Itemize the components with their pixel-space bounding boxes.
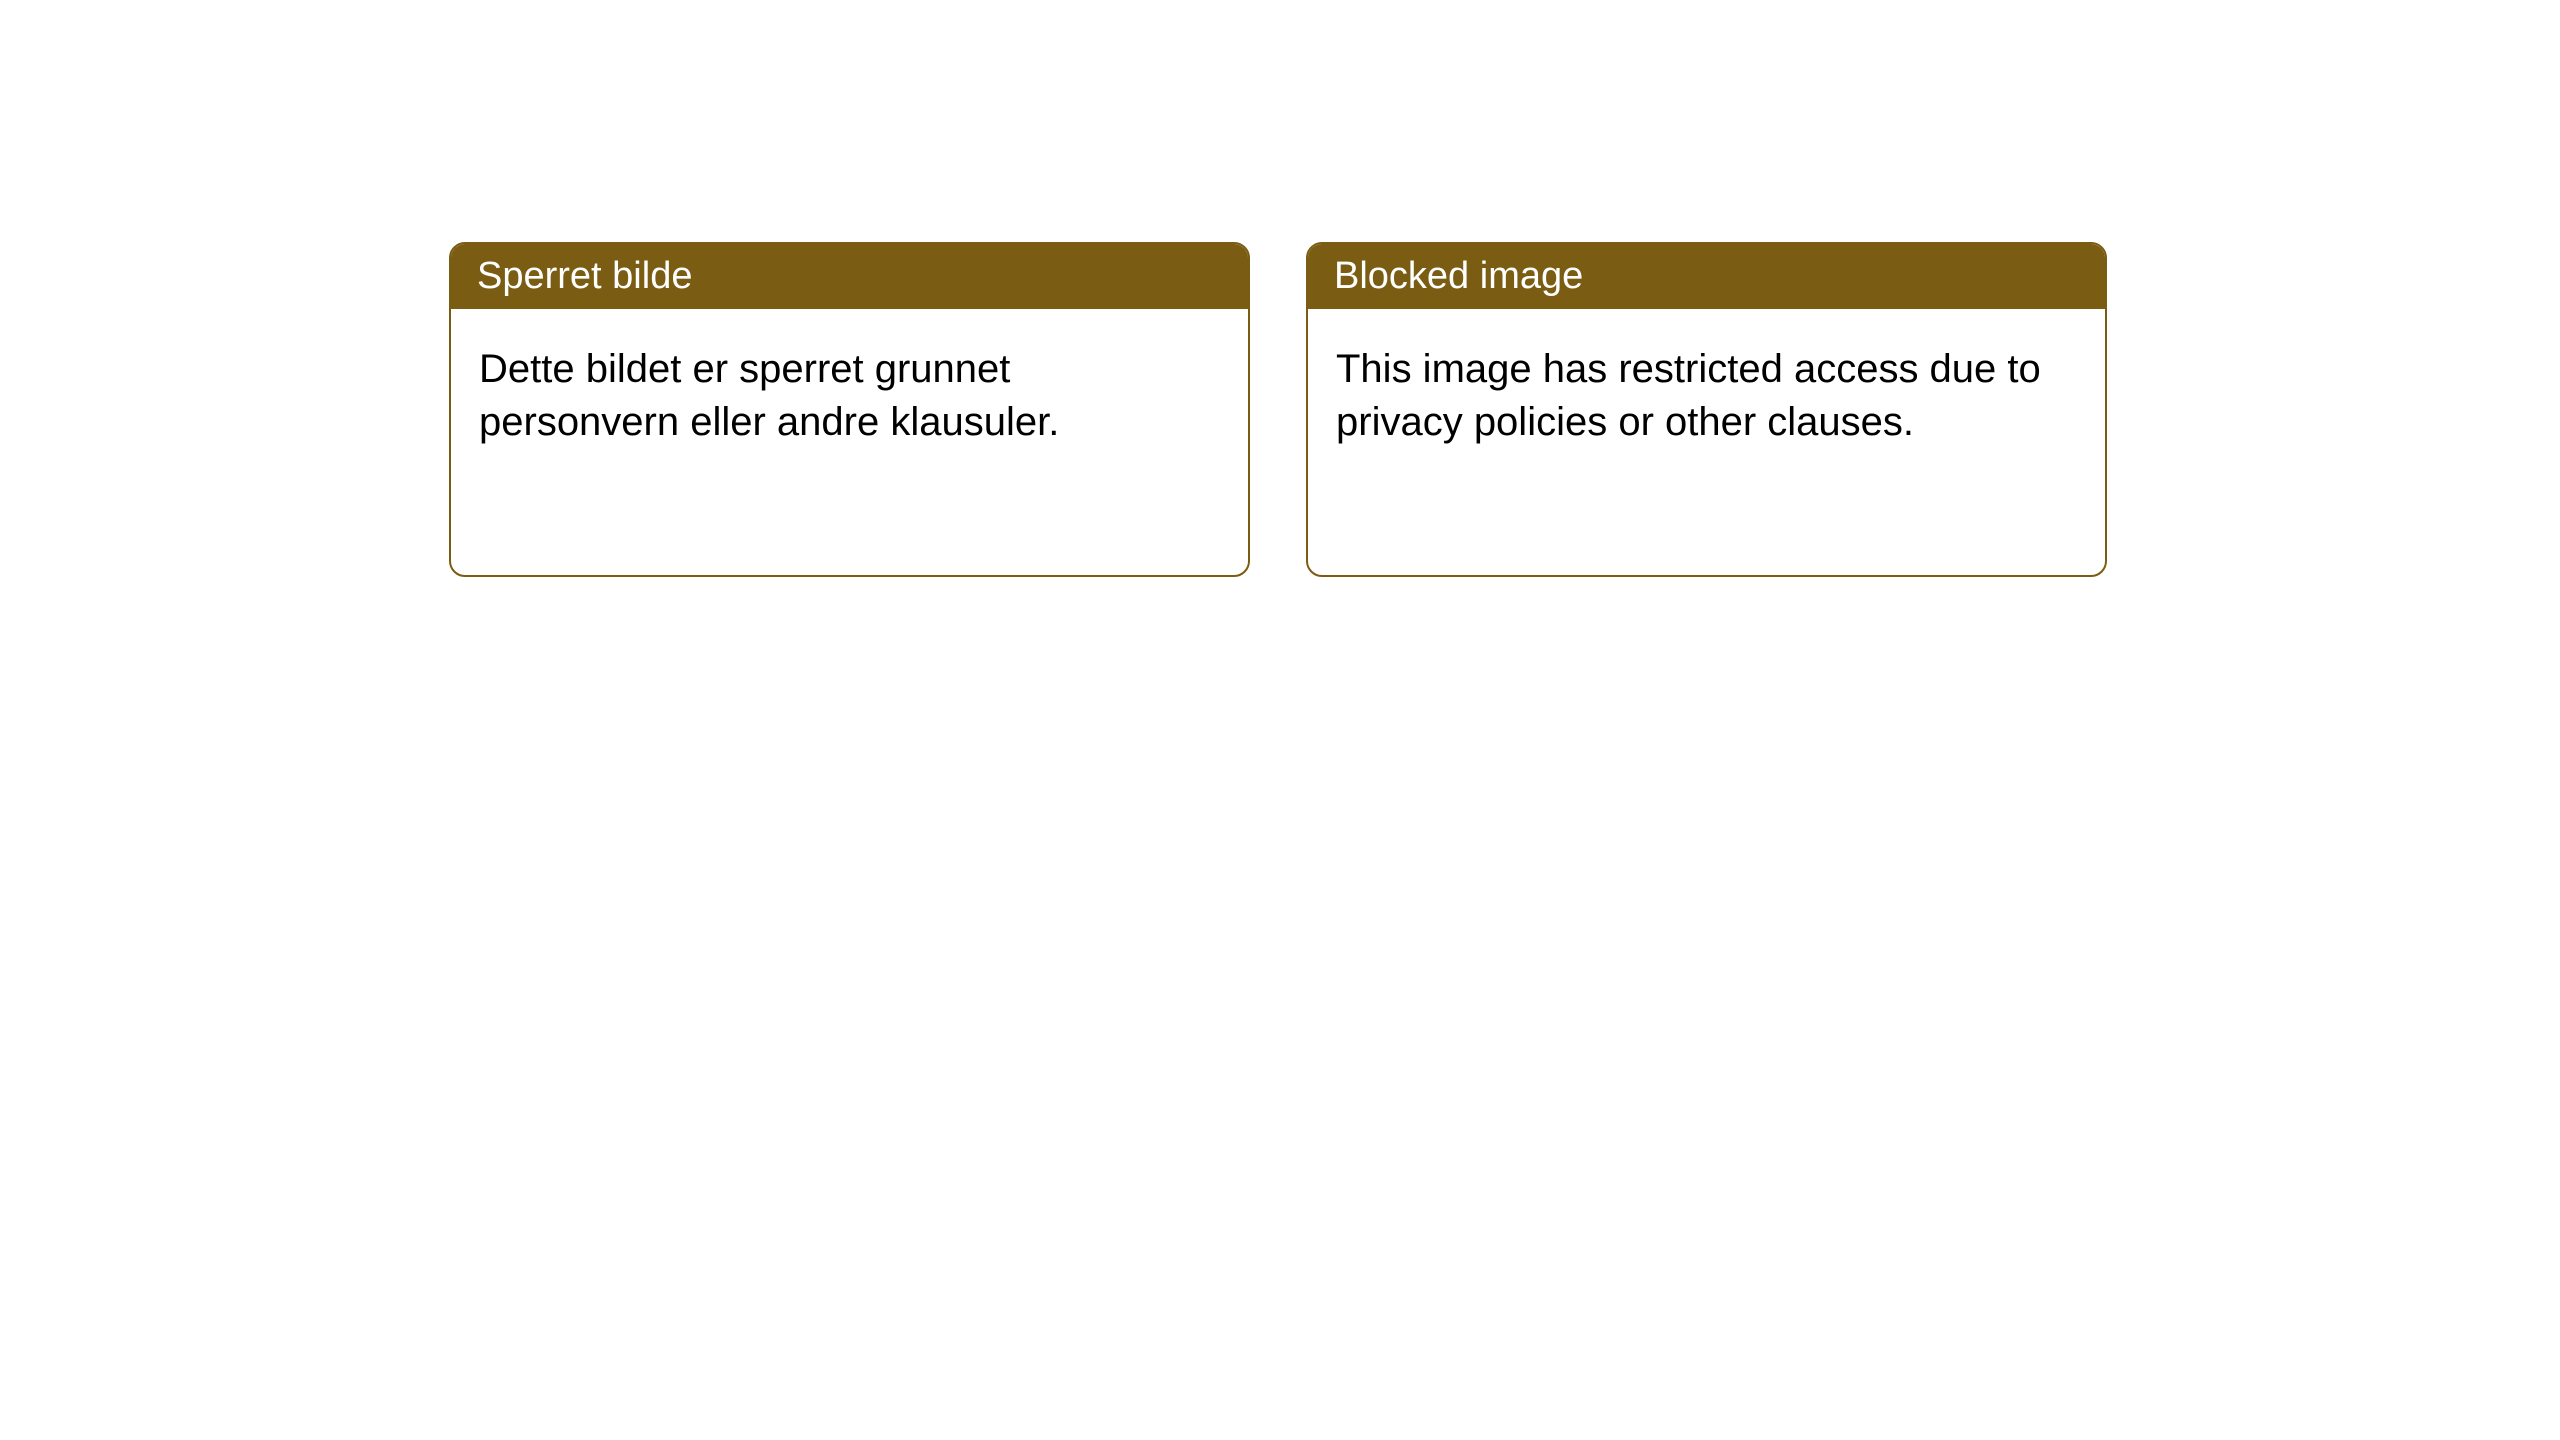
notice-card-english: Blocked image This image has restricted … bbox=[1306, 242, 2107, 577]
notice-card-norwegian: Sperret bilde Dette bildet er sperret gr… bbox=[449, 242, 1250, 577]
card-body-norwegian: Dette bildet er sperret grunnet personve… bbox=[451, 309, 1248, 575]
notice-cards-container: Sperret bilde Dette bildet er sperret gr… bbox=[449, 242, 2107, 577]
card-header-norwegian: Sperret bilde bbox=[451, 244, 1248, 309]
card-header-english: Blocked image bbox=[1308, 244, 2105, 309]
card-body-english: This image has restricted access due to … bbox=[1308, 309, 2105, 575]
